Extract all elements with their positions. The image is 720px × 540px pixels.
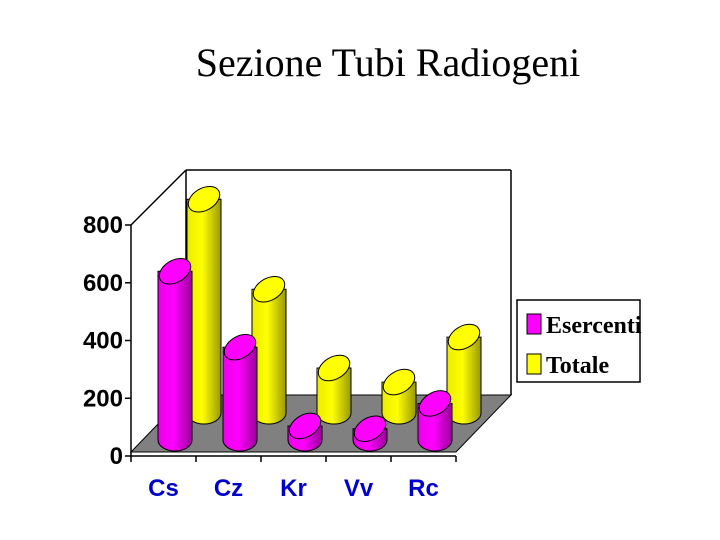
bar-totale-cz: [251, 275, 287, 425]
bar-esercenti-rc: [417, 390, 453, 452]
y-tick-label: 400: [83, 328, 123, 355]
bar-top: [317, 354, 351, 382]
bar-top: [418, 390, 452, 417]
bar-esercenti-cs: [157, 257, 193, 452]
bar-totale-vv: [381, 368, 417, 425]
bar-top: [288, 412, 322, 440]
bar-totale-cs: [186, 185, 222, 425]
y-tick-label: 600: [83, 270, 123, 297]
bar-esercenti-kr: [287, 412, 323, 452]
legend-label-esercenti: Esercenti: [546, 313, 642, 339]
x-tick-label-cs: Cs: [148, 475, 179, 502]
y-tick-label: 200: [83, 385, 123, 412]
x-ticks: Cs Cz Kr Vv Rc: [130, 456, 457, 502]
bars: [157, 185, 482, 452]
bar-body: [157, 270, 193, 452]
bar-body: [222, 346, 258, 452]
side-wall-top-edge: [130, 169, 187, 226]
legend-label-totale: Totale: [546, 353, 609, 379]
bar-top: [353, 415, 387, 443]
bar-totale-rc: [446, 323, 482, 425]
bar-top: [382, 368, 416, 396]
bar-top: [158, 257, 192, 285]
y-ticks: 0 200 400 600 800: [83, 212, 131, 470]
x-tick-label-kr: Kr: [280, 475, 307, 502]
y-tick-label: 0: [110, 443, 123, 470]
chart-title: Sezione Tubi Radiogeni: [196, 40, 580, 85]
x-tick-label-rc: Rc: [408, 475, 439, 502]
legend-swatch-totale: [526, 353, 542, 375]
bar-top: [187, 185, 221, 213]
bar-top: [252, 275, 286, 303]
bar-esercenti-vv: [352, 415, 388, 452]
legend: Esercenti Totale: [516, 299, 642, 383]
bar-esercenti-cz: [222, 333, 258, 452]
bar-top: [223, 333, 257, 361]
x-tick-label-cz: Cz: [214, 475, 243, 502]
legend-swatch-esercenti: [526, 313, 542, 335]
bar-totale-kr: [316, 354, 352, 425]
y-tick-label: 800: [83, 212, 123, 239]
x-tick-label-vv: Vv: [344, 475, 374, 502]
bar-top: [447, 323, 481, 351]
